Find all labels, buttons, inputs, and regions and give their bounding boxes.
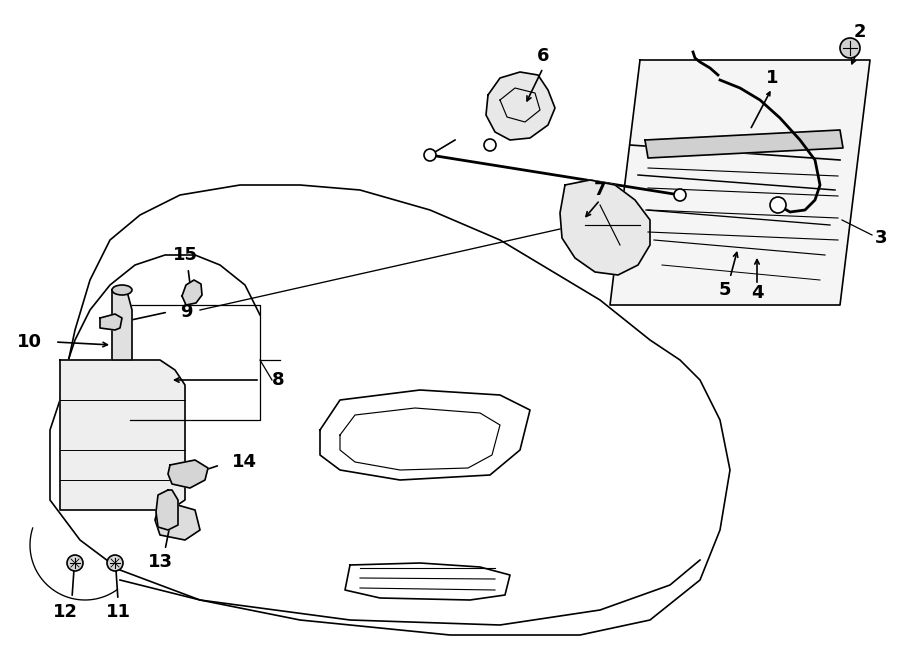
Polygon shape bbox=[610, 60, 870, 305]
Circle shape bbox=[674, 189, 686, 201]
Circle shape bbox=[107, 555, 123, 571]
Text: 8: 8 bbox=[272, 371, 284, 389]
Polygon shape bbox=[156, 490, 178, 530]
Polygon shape bbox=[168, 460, 208, 488]
Polygon shape bbox=[486, 72, 555, 140]
Text: 13: 13 bbox=[148, 553, 173, 571]
Text: 14: 14 bbox=[232, 453, 257, 471]
Polygon shape bbox=[100, 314, 122, 330]
Polygon shape bbox=[182, 280, 202, 305]
Text: 10: 10 bbox=[17, 333, 42, 351]
Text: 15: 15 bbox=[173, 246, 197, 264]
Text: 3: 3 bbox=[875, 229, 887, 247]
Circle shape bbox=[840, 38, 860, 58]
Ellipse shape bbox=[112, 285, 132, 295]
Polygon shape bbox=[155, 500, 200, 540]
Circle shape bbox=[484, 139, 496, 151]
Polygon shape bbox=[60, 360, 185, 510]
Text: 9: 9 bbox=[180, 303, 193, 321]
Polygon shape bbox=[112, 288, 132, 360]
Text: 7: 7 bbox=[594, 181, 607, 199]
Text: 5: 5 bbox=[719, 281, 731, 299]
Text: 11: 11 bbox=[105, 603, 130, 621]
Text: 4: 4 bbox=[751, 284, 763, 302]
Text: 12: 12 bbox=[52, 603, 77, 621]
Circle shape bbox=[770, 197, 786, 213]
Polygon shape bbox=[560, 180, 650, 275]
Circle shape bbox=[424, 149, 436, 161]
Circle shape bbox=[67, 555, 83, 571]
Text: 2: 2 bbox=[854, 23, 866, 41]
Text: 1: 1 bbox=[766, 69, 778, 87]
Text: 6: 6 bbox=[536, 47, 549, 65]
Polygon shape bbox=[645, 130, 843, 158]
